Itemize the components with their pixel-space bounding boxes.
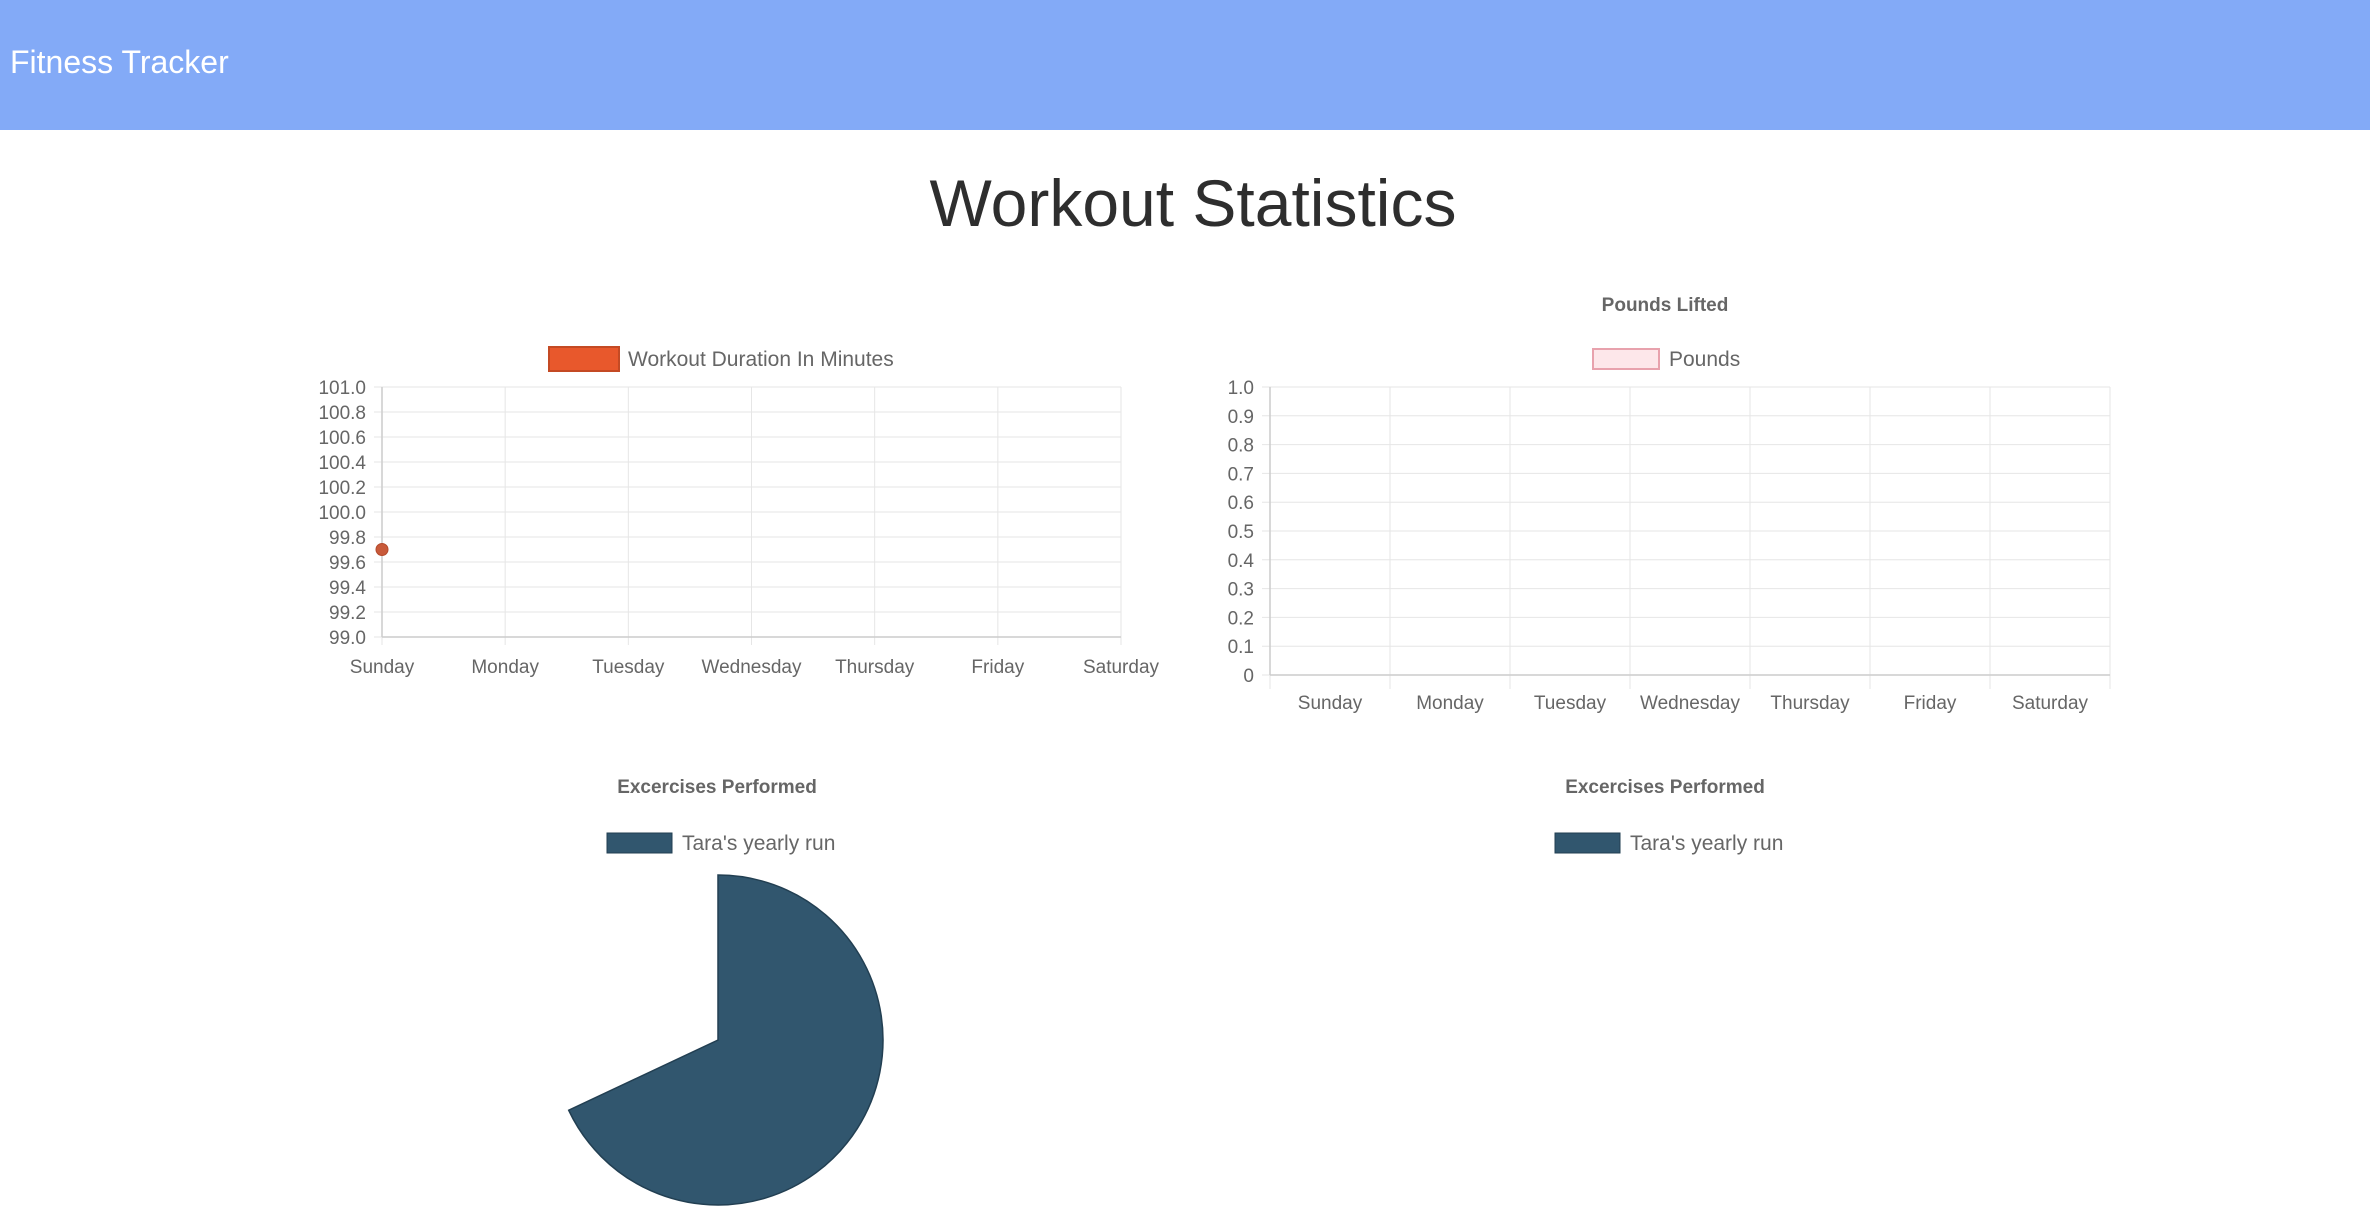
y-tick-label: 99.2 [329, 603, 366, 624]
y-tick-label: 101.0 [318, 378, 366, 399]
page-title: Workout Statistics [929, 166, 1457, 240]
legend-swatch-yearly-run[interactable] [606, 832, 673, 854]
y-tick-label: 0.1 [1228, 637, 1254, 658]
legend-label-workout-duration: Workout Duration In Minutes [628, 348, 894, 371]
y-tick-label: 99.4 [329, 578, 366, 599]
legend-label-yearly-run-2: Tara's yearly run [1630, 832, 1783, 855]
y-tick-label: 99.0 [329, 628, 366, 649]
pie-slice-tara-s-yearly-run[interactable] [567, 874, 884, 1206]
x-tick-label-tuesday: Tuesday [1534, 693, 1607, 714]
y-tick-label: 1.0 [1228, 378, 1254, 399]
y-tick-label: 0.2 [1228, 608, 1254, 629]
data-point-sunday[interactable] [375, 543, 389, 556]
navbar: Fitness Tracker [0, 0, 2370, 130]
x-tick-label-saturday: Saturday [2012, 693, 2089, 714]
y-tick-label: 99.6 [329, 553, 366, 574]
chart-title-exercises-performed-2: Excercises Performed [1565, 777, 1765, 798]
x-tick-label-friday: Friday [971, 657, 1024, 678]
y-tick-label: 0.3 [1228, 580, 1254, 601]
legend-swatch-yearly-run-2[interactable] [1554, 832, 1621, 854]
y-tick-label: 0.4 [1228, 551, 1255, 572]
legend-swatch-workout-duration[interactable] [548, 346, 620, 372]
exercises-performed-pie-chart: Excercises Performed Tara's yearly run [567, 777, 884, 1206]
y-tick-label: 0 [1243, 666, 1254, 687]
x-tick-label-monday: Monday [1416, 693, 1484, 714]
chart-title-exercises-performed: Excercises Performed [617, 777, 817, 798]
x-tick-label-tuesday: Tuesday [592, 657, 665, 678]
y-tick-label: 100.2 [318, 478, 366, 499]
y-tick-label: 0.8 [1228, 436, 1254, 457]
y-tick-label: 0.5 [1228, 522, 1254, 543]
y-tick-label: 100.4 [318, 453, 366, 474]
exercises-performed-pie-chart-2: Excercises Performed Tara's yearly run [1554, 777, 1783, 855]
pounds-lifted-chart: Pounds Lifted 1.0 0.9 0.8 0.7 0.6 0.5 0.4 0.3 0.… [1228, 295, 2111, 714]
legend-label-yearly-run: Tara's yearly run [682, 832, 835, 855]
y-tick-label: 99.8 [329, 528, 366, 549]
y-tick-label: 0.6 [1228, 493, 1254, 514]
y-tick-label: 100.6 [318, 428, 366, 449]
legend-swatch-pounds[interactable] [1592, 348, 1660, 370]
navbar-brand[interactable]: Fitness Tracker [10, 44, 229, 80]
x-tick-label-thursday: Thursday [1770, 693, 1850, 714]
x-tick-label-thursday: Thursday [835, 657, 915, 678]
y-tick-label: 100.0 [318, 503, 366, 524]
x-tick-label-wednesday: Wednesday [1640, 693, 1740, 714]
x-tick-label-sunday: Sunday [350, 657, 415, 678]
x-tick-label-monday: Monday [471, 657, 539, 678]
x-tick-label-friday: Friday [1904, 693, 1957, 714]
x-tick-label-sunday: Sunday [1298, 693, 1363, 714]
workout-duration-chart: 101.0 100.8 100.6 100.4 100.2 100.0 99.8 99.6 99… [318, 346, 1160, 678]
x-tick-label-saturday: Saturday [1083, 657, 1160, 678]
y-tick-label: 0.7 [1228, 464, 1254, 485]
chart-title-pounds-lifted: Pounds Lifted [1602, 295, 1729, 316]
x-tick-label-wednesday: Wednesday [702, 657, 802, 678]
y-tick-label: 100.8 [318, 403, 366, 424]
legend-label-pounds: Pounds [1669, 348, 1740, 371]
y-tick-label: 0.9 [1228, 407, 1254, 428]
